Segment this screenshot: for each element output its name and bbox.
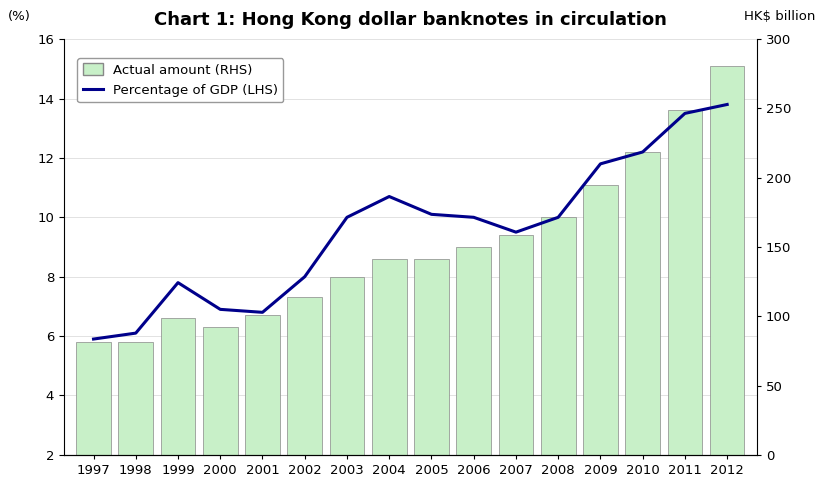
Bar [626,152,660,455]
Bar [583,184,618,455]
Bar [372,259,407,455]
Bar [203,327,238,455]
Title: Chart 1: Hong Kong dollar banknotes in circulation: Chart 1: Hong Kong dollar banknotes in c… [154,11,667,29]
Bar [288,298,322,455]
Bar [330,277,364,455]
Bar [541,217,575,455]
Text: HK$ billion: HK$ billion [744,9,815,22]
Bar [76,342,111,455]
Bar [245,315,279,455]
Text: (%): (%) [7,9,30,22]
Bar [710,66,745,455]
Bar [667,110,702,455]
Bar [499,235,533,455]
Legend: Actual amount (RHS), Percentage of GDP (LHS): Actual amount (RHS), Percentage of GDP (… [77,58,284,102]
Bar [456,247,491,455]
Bar [118,342,153,455]
Bar [160,318,196,455]
Bar [414,259,449,455]
